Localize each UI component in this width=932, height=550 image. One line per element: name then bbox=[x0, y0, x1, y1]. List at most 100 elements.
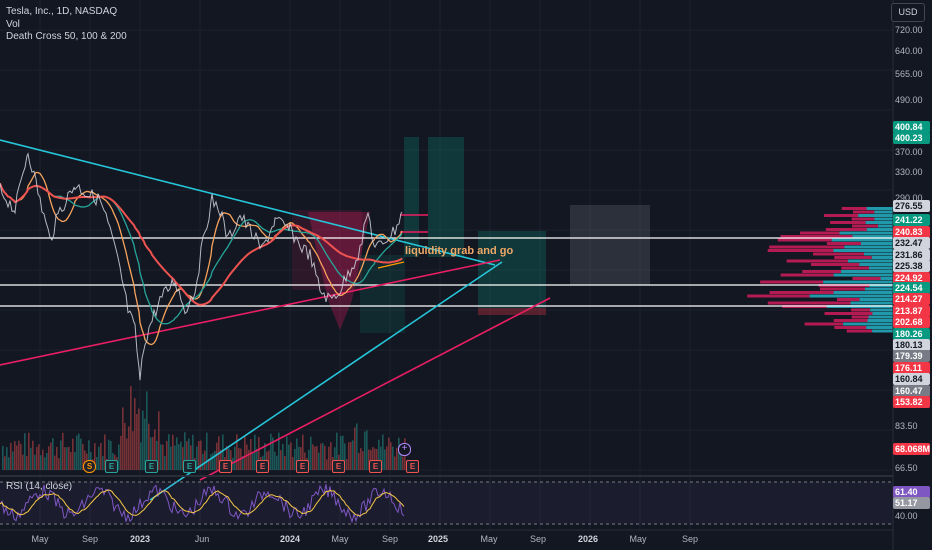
time-tick: Sep bbox=[681, 534, 699, 544]
volume-bar bbox=[184, 432, 186, 470]
profile-bar bbox=[747, 294, 810, 298]
volume-bar bbox=[150, 437, 152, 470]
profile-bar bbox=[848, 259, 893, 263]
volume-bar bbox=[144, 418, 146, 470]
volume-bar bbox=[280, 450, 282, 470]
time-tick: 2024 bbox=[279, 534, 301, 544]
price-badge: 179.39 bbox=[893, 350, 930, 362]
volume-bar bbox=[48, 446, 50, 470]
volume-bar bbox=[146, 391, 148, 470]
earnings-icon[interactable]: E bbox=[256, 460, 269, 473]
red-trendline-bottom bbox=[199, 297, 551, 481]
symbol-label[interactable]: Tesla, Inc., 1D, NASDAQ bbox=[6, 6, 118, 17]
teal-trendline-top bbox=[0, 139, 496, 266]
volume-bar bbox=[66, 447, 68, 470]
profile-bar bbox=[860, 242, 893, 245]
volume-bar bbox=[160, 444, 162, 470]
profile-bar bbox=[833, 319, 868, 322]
profile-bar bbox=[831, 238, 893, 242]
volume-bar bbox=[396, 447, 398, 470]
currency-button[interactable]: USD bbox=[891, 3, 925, 22]
add-icon[interactable]: + bbox=[398, 443, 411, 456]
volume-bar bbox=[402, 456, 404, 470]
price-badge: 225.38 bbox=[893, 260, 930, 272]
profile-bar bbox=[811, 263, 860, 266]
profile-bar bbox=[767, 301, 851, 305]
earnings-icon[interactable]: E bbox=[105, 460, 118, 473]
profile-bar bbox=[777, 238, 832, 242]
split-icon[interactable]: S bbox=[83, 460, 96, 473]
volume-bar bbox=[318, 452, 320, 470]
volume-bar bbox=[284, 456, 286, 470]
volume-bar bbox=[226, 445, 228, 470]
price-badge: 153.82 bbox=[893, 396, 930, 408]
volume-bar bbox=[310, 436, 312, 470]
profile-bar bbox=[841, 266, 869, 270]
earnings-icon[interactable]: E bbox=[332, 460, 345, 473]
volume-bar bbox=[264, 443, 266, 470]
profile-bar bbox=[800, 231, 840, 235]
volume-bar bbox=[196, 446, 198, 470]
volume-bar bbox=[180, 441, 182, 470]
earnings-icon[interactable]: E bbox=[219, 460, 232, 473]
volume-bar bbox=[22, 454, 24, 470]
volume-bar bbox=[324, 445, 326, 470]
volume-bar bbox=[110, 441, 112, 470]
drawings[interactable] bbox=[0, 137, 893, 501]
volume-bar bbox=[6, 447, 8, 470]
profile-bar bbox=[863, 252, 893, 256]
rsi-label[interactable]: RSI (14, close) bbox=[6, 481, 73, 492]
volume-bar bbox=[208, 458, 210, 470]
earnings-icon[interactable]: E bbox=[406, 460, 419, 473]
price-badge: 214.27 bbox=[893, 293, 930, 305]
profile-bar bbox=[850, 301, 893, 305]
volume-bar bbox=[98, 446, 100, 470]
price-badge: 400.23 bbox=[893, 132, 930, 144]
volume-bar bbox=[108, 439, 110, 470]
volume-bar bbox=[56, 446, 58, 470]
volume-bar bbox=[298, 446, 300, 470]
volume-bar bbox=[14, 441, 16, 470]
volume-bar bbox=[378, 439, 380, 470]
volume-bar bbox=[178, 444, 180, 470]
time-tick: May bbox=[31, 534, 49, 544]
volume-bar bbox=[376, 449, 378, 470]
profile-bar bbox=[813, 252, 864, 256]
profile-bar bbox=[852, 210, 875, 214]
volume-bar bbox=[242, 455, 244, 470]
earnings-icon[interactable]: E bbox=[369, 460, 382, 473]
volume-bar bbox=[100, 443, 102, 470]
volume-bar bbox=[64, 447, 66, 470]
profile-bar bbox=[823, 280, 893, 284]
volume-bar bbox=[352, 440, 354, 470]
volume-bar bbox=[132, 431, 134, 470]
profile-bar bbox=[833, 291, 893, 294]
profile-bar bbox=[786, 259, 849, 263]
profile-bar bbox=[830, 221, 866, 224]
profile-bar bbox=[865, 221, 893, 224]
volume-bar bbox=[88, 440, 90, 470]
profile-bar bbox=[839, 231, 893, 235]
profile-bar bbox=[865, 287, 893, 291]
earnings-icon[interactable]: E bbox=[183, 460, 196, 473]
volume-bar bbox=[154, 429, 156, 470]
price-tick: 40.00 bbox=[895, 511, 918, 521]
volume-bar bbox=[206, 432, 208, 470]
volume-label[interactable]: Vol bbox=[6, 18, 20, 30]
volume-bar bbox=[68, 446, 70, 470]
volume-bar bbox=[172, 434, 174, 470]
time-tick: 2025 bbox=[427, 534, 449, 544]
annotation-text[interactable]: liquidity grab and go bbox=[405, 245, 514, 257]
profile-bar bbox=[833, 273, 893, 277]
indicator-label[interactable]: Death Cross 50, 100 & 200 bbox=[6, 31, 127, 42]
time-tick: Sep bbox=[529, 534, 547, 544]
profile-bar bbox=[868, 266, 893, 270]
chart-legend: Tesla, Inc., 1D, NASDAQ Vol Death Cross … bbox=[6, 6, 127, 44]
volume-bar bbox=[102, 455, 104, 470]
earnings-icon[interactable]: E bbox=[145, 460, 158, 473]
price-badge: 176.11 bbox=[893, 362, 930, 374]
profile-bar bbox=[804, 322, 844, 326]
earnings-icon[interactable]: E bbox=[296, 460, 309, 473]
volume-bar bbox=[126, 438, 128, 470]
